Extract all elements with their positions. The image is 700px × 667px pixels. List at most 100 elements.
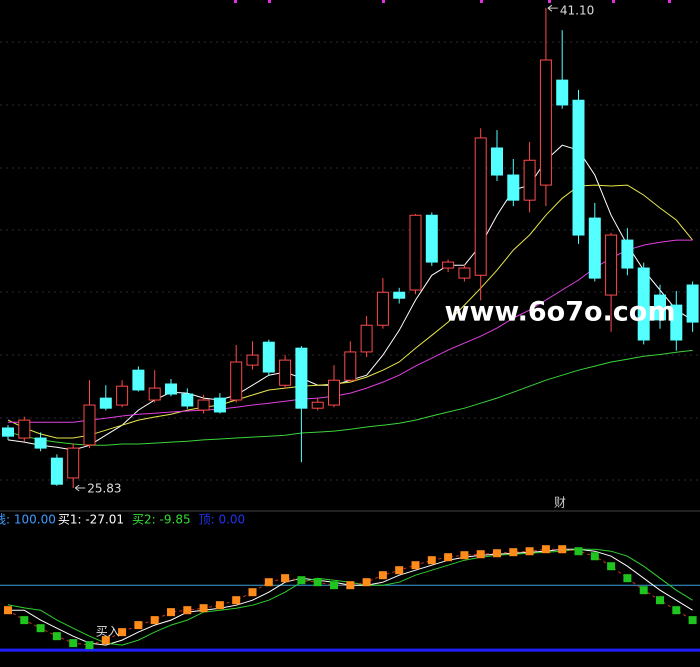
indicator-dot [330,581,338,590]
candle-body [588,217,601,279]
indicator-dot [281,574,290,583]
marker-label: 财 [554,496,566,510]
indicator-dot [509,548,518,557]
candle-body [279,359,292,386]
indicator-dot [297,576,306,585]
indicator-dot [69,639,78,648]
candle-body [458,267,471,279]
indicator-dot [52,632,61,641]
max-label: 41.10 [560,4,594,18]
candle-body [50,457,63,485]
candle-body [230,361,243,401]
watermark: www.6o7o.com [445,297,676,328]
top-markers [234,0,671,3]
candle-body [328,379,340,406]
indicator-dot [346,581,355,590]
indicator-dot [4,606,12,615]
indicator-dot [493,549,501,558]
indicator-dot [378,571,387,580]
candle-body [213,397,226,413]
candle-body [507,174,520,201]
indicator-readout: 线: 100.00 [0,513,56,527]
indicator-dot [656,596,664,605]
candle-body [393,291,406,299]
indicator-dot [444,553,453,562]
indicator-dot [525,547,534,556]
candle-body [2,427,14,437]
moving-average [8,239,693,423]
candle-body [132,369,145,391]
candle-body [67,447,80,479]
candle-body [491,147,503,176]
indicator-dot [541,545,550,554]
candle-body [686,284,699,323]
indicator-dot [607,562,616,571]
candle-body [442,261,455,269]
buy-label: 买入 [96,625,120,639]
moving-average [7,349,693,446]
indicator-dot [118,628,127,637]
indicator-readout: 买1: -27.01 [58,513,124,527]
candle-body [621,239,634,269]
indicator-dot [215,601,224,610]
candle-body [539,59,552,186]
indicator-dot [395,566,404,575]
annotation-arrow [547,4,558,12]
indicator-dot [672,606,681,615]
candle-body [637,267,650,341]
candle-body [344,351,357,381]
indicator-dot [558,545,567,554]
indicator-dot [590,552,599,561]
candle-body [311,401,324,409]
indicator-dot [134,621,143,630]
candle-body [295,347,308,409]
indicator-dot [20,616,29,625]
candle-body [409,214,422,291]
indicator-readout: 顶: 0.00 [199,513,246,527]
indicator-dot [623,574,632,583]
candle-body [605,234,618,296]
indicator-dot [688,616,697,625]
indicator-dot [232,596,241,605]
indicator-dot [264,578,273,587]
indicator-dot [85,641,94,650]
candle-body [376,291,389,326]
candle-body [116,385,129,406]
indicator-dot [36,624,45,633]
indicator-dot [313,578,322,587]
indicator-dot [199,604,208,613]
annotation-arrow [74,484,86,492]
indicator-dot [427,556,436,565]
candle-body [99,397,112,409]
indicator-dot [476,550,485,559]
indicator-dot [574,547,583,556]
candle-body [474,137,487,276]
indicator-dot [101,636,110,645]
indicator-dot [183,606,192,615]
indicator-dot [639,586,648,595]
candle-body [262,341,275,373]
candle-body [654,294,666,321]
indicator-dot [460,551,469,560]
indicator-dot [248,588,257,597]
candle-body [83,404,96,446]
candle-body [523,159,536,201]
candle-body [572,99,585,236]
candle-body [34,437,47,449]
min-label: 25.83 [87,482,121,496]
indicator-dot [167,608,175,617]
indicator-dot [411,561,420,570]
candle-body [165,383,177,395]
indicator-dot [362,578,371,587]
indicator-readout: 买2: -9.85 [132,513,191,527]
candle-body [360,324,373,353]
indicator-dot [150,616,159,625]
candle-body [148,387,161,401]
candle-body [670,304,683,341]
candle-body [181,393,194,407]
candle-body [425,214,438,263]
candle-body [556,79,569,106]
candle-body [18,419,31,439]
